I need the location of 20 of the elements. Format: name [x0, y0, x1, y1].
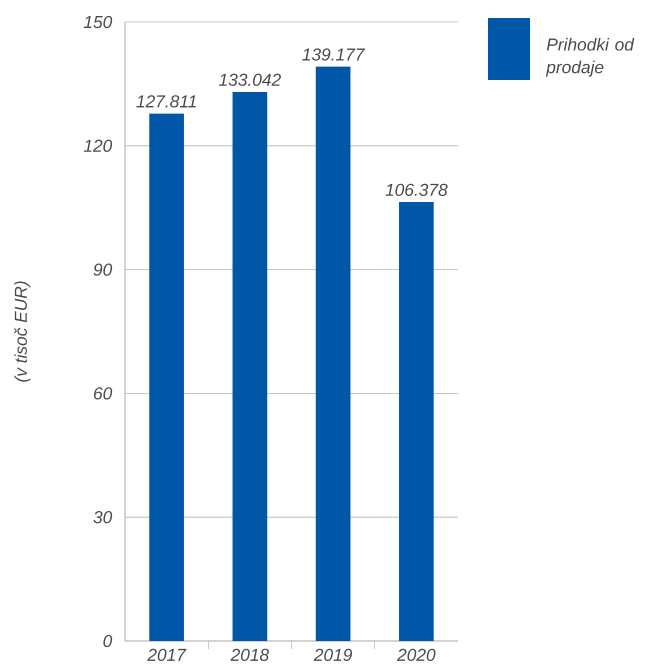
data-label: 127.811 — [136, 95, 196, 108]
bar — [316, 66, 350, 641]
y-axis-title: (v tisoč EUR) — [14, 282, 30, 382]
y-tick-label: 120 — [84, 140, 112, 152]
x-tick-label: 2019 — [314, 648, 352, 661]
y-tick-label: 90 — [94, 263, 112, 276]
data-label: 133.042 — [218, 74, 281, 86]
data-label: 139.177 — [302, 48, 365, 61]
y-tick-label: 0 — [103, 634, 112, 648]
data-label: 106.378 — [385, 184, 448, 196]
y-tick-label: 30 — [93, 511, 112, 524]
bar — [232, 92, 268, 641]
x-tick-label: 2017 — [147, 648, 186, 661]
x-tick-label: 2018 — [230, 648, 270, 661]
x-tick-label: 2020 — [396, 648, 436, 661]
text: Prihodki od prodaje — [546, 38, 634, 77]
y-tick-label: 60 — [94, 387, 112, 400]
y-tick-label: 150 — [84, 16, 112, 28]
bar — [149, 114, 184, 641]
bar — [399, 202, 434, 641]
